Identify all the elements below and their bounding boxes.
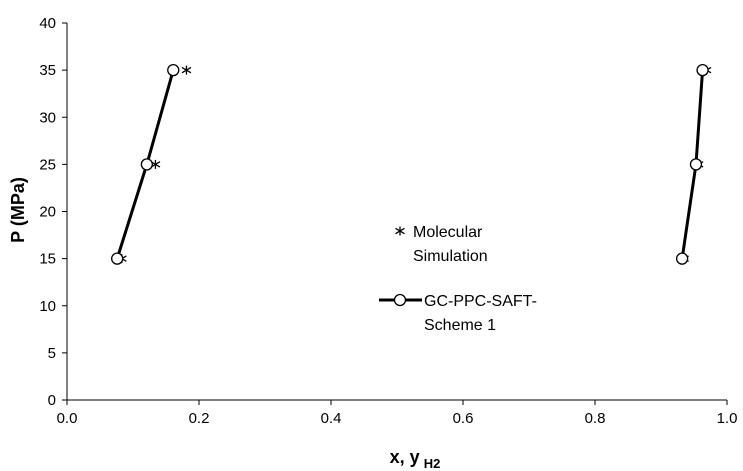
x-tick-labels: 0.0 0.2 0.4 0.6 0.8 1.0 (57, 400, 738, 427)
data-point-circle (689, 158, 703, 171)
x-axis-title: x, y H2 (390, 447, 441, 471)
data-point-circle (167, 63, 180, 77)
x-tick-label: 0.6 (453, 410, 474, 427)
y-tick-label: 40 (39, 15, 56, 32)
x-tick-label: 0.8 (585, 410, 606, 427)
x-axis-title-subscript: H2 (424, 456, 441, 471)
axes (66, 23, 727, 401)
y-tick-label: 35 (39, 62, 56, 79)
y-tick-label: 25 (39, 156, 56, 173)
data-point-asterisk (181, 65, 192, 75)
y-tick-label: 20 (39, 204, 56, 221)
x-tick-label: 0.4 (321, 410, 342, 427)
legend-marker-asterisk (395, 226, 405, 236)
data-point-circle (140, 158, 154, 171)
legend-label: Simulation (413, 248, 488, 265)
series-gc-ppc-saft (111, 63, 709, 265)
y-tick-label: 15 (39, 251, 56, 268)
data-point-circle (675, 252, 689, 265)
x-tick-label: 0.2 (189, 410, 210, 427)
y-tick-label: 30 (39, 109, 56, 126)
series-layer (111, 63, 712, 265)
y-axis-title: P (MPa) (8, 177, 28, 243)
y-tick-label: 5 (48, 345, 56, 362)
data-point-circle (111, 252, 124, 265)
data-point-circle (696, 63, 709, 77)
x-tick-label: 1.0 (717, 410, 738, 427)
y-tick-label: 0 (48, 392, 56, 409)
legend-marker-circle (393, 293, 407, 307)
x-tick-label: 0.0 (57, 410, 78, 427)
x-axis-title-main: x, y (390, 447, 420, 467)
legend-label: Molecular (413, 224, 483, 241)
y-tick-labels: 0 5 10 15 20 25 30 35 40 (39, 15, 67, 409)
legend-entry-molecular-simulation: Molecular Simulation (395, 224, 488, 265)
legend: Molecular Simulation GC-PPC-SAFT- Scheme 1 (379, 224, 537, 334)
legend-label: Scheme 1 (424, 317, 496, 334)
legend-label: GC-PPC-SAFT- (424, 293, 537, 310)
legend-entry-gc-ppc-saft: GC-PPC-SAFT- Scheme 1 (379, 293, 537, 334)
y-tick-label: 10 (39, 298, 56, 315)
